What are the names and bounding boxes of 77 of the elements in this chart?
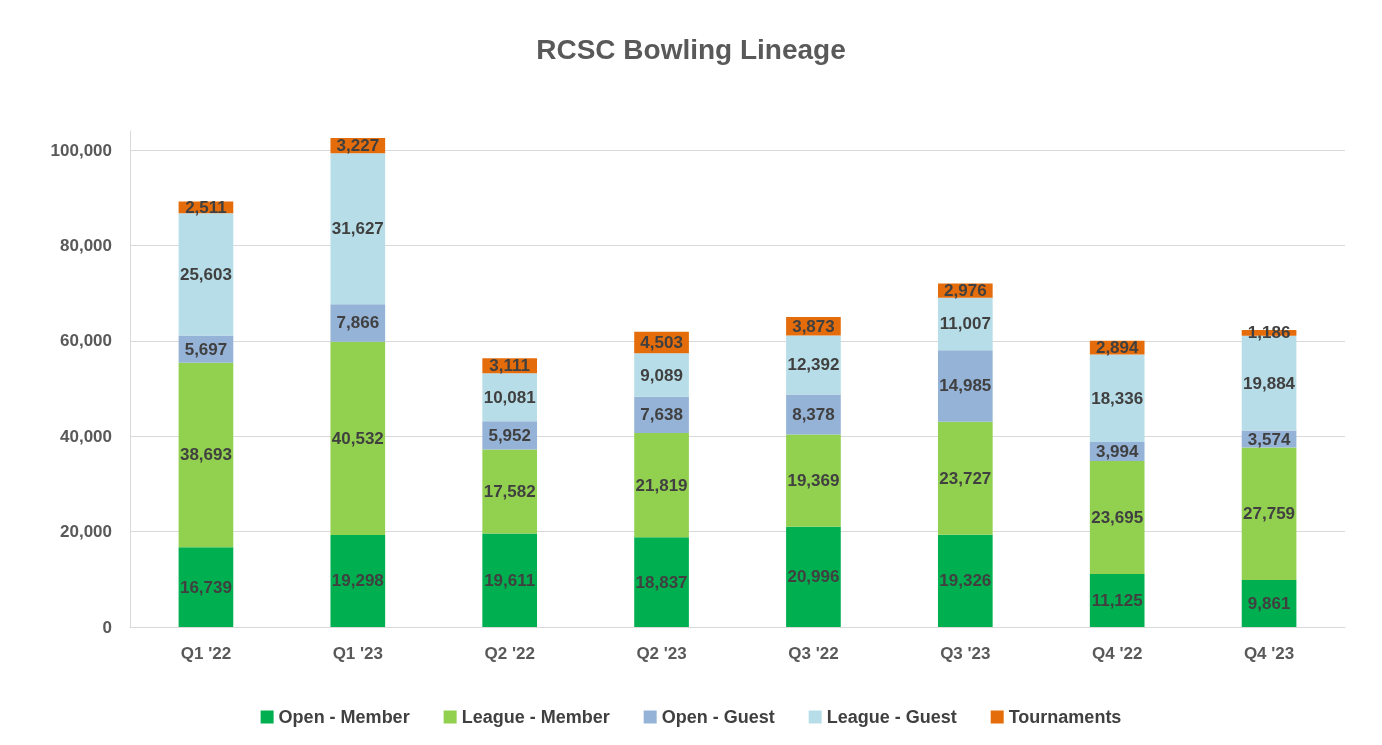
x-tick-label: Q1 '23 (332, 644, 383, 663)
bar (1089, 354, 1145, 442)
bar (937, 350, 993, 422)
data-label: 19,298 (331, 571, 384, 591)
bar (786, 434, 841, 527)
data-label: 38,693 (179, 445, 232, 465)
bar (482, 533, 538, 627)
data-label: 9,861 (1247, 593, 1291, 613)
data-label: 16,739 (179, 577, 232, 597)
bar (178, 547, 234, 627)
data-label: 3,574 (1247, 429, 1291, 449)
data-label: 2,976 (944, 281, 987, 301)
legend-label: Open - Guest (661, 707, 775, 727)
data-label: 5,697 (184, 339, 228, 359)
bar (786, 526, 841, 627)
data-label: 8,378 (792, 405, 835, 425)
y-tick-label: 60,000 (60, 331, 112, 351)
data-label: 17,582 (483, 482, 536, 502)
bar (786, 335, 841, 395)
data-label: 23,727 (939, 468, 992, 488)
y-tick-label: 100,000 (50, 140, 112, 160)
legend-label: League - Guest (826, 707, 957, 727)
bar (634, 537, 689, 627)
y-tick-label: 80,000 (60, 235, 112, 255)
data-label: 3,994 (1095, 441, 1139, 461)
x-tick-label: Q3 '22 (788, 644, 839, 663)
bar (1089, 460, 1145, 574)
bar (330, 341, 386, 535)
data-label: 19,884 (1243, 373, 1296, 393)
data-label: 3,227 (336, 136, 380, 156)
bar (482, 449, 538, 534)
data-label: 7,638 (640, 405, 683, 425)
chart-title: RCSC Bowling Lineage (536, 33, 846, 65)
data-label: 7,866 (336, 313, 380, 333)
data-label: 10,081 (483, 387, 536, 407)
data-label: 23,695 (1091, 507, 1144, 527)
legend-label: Open - Member (278, 707, 410, 727)
bar (1241, 447, 1297, 580)
y-tick-label: 20,000 (60, 522, 112, 542)
data-label: 19,326 (939, 571, 992, 591)
x-tick-label: Q2 '23 (636, 644, 687, 663)
x-tick-label: Q1 '22 (180, 644, 232, 663)
data-label: 9,089 (640, 365, 683, 385)
data-label: 19,611 (484, 570, 536, 590)
data-label: 2,894 (1095, 338, 1139, 358)
bar (937, 421, 993, 535)
bar (330, 153, 386, 305)
data-label: 3,111 (489, 356, 531, 376)
data-label: 11,007 (939, 314, 991, 334)
bar (330, 534, 386, 627)
bar (937, 534, 993, 627)
legend-label: League - Member (461, 707, 610, 727)
data-label: 31,627 (331, 219, 384, 239)
data-label: 4,503 (640, 333, 683, 353)
data-label: 11,125 (1091, 590, 1143, 610)
data-label: 12,392 (787, 355, 840, 375)
x-tick-label: Q4 '23 (1243, 644, 1295, 663)
data-label: 21,819 (635, 475, 688, 495)
y-tick-label: 0 (102, 617, 112, 637)
data-label: 27,759 (1243, 504, 1296, 524)
data-label: 18,336 (1091, 388, 1144, 408)
bar (178, 362, 234, 548)
y-tick-label: 40,000 (60, 426, 112, 446)
legend-label: Tournaments (1008, 707, 1122, 727)
data-label: 14,985 (939, 376, 992, 396)
x-tick-label: Q2 '22 (484, 644, 535, 663)
data-label: 18,837 (635, 572, 688, 592)
bar (634, 433, 689, 538)
data-label: 20,996 (787, 567, 840, 587)
data-label: 40,532 (331, 428, 384, 448)
x-tick-label: Q3 '23 (940, 644, 991, 663)
data-label: 2,511 (185, 197, 227, 217)
data-label: 19,369 (787, 471, 840, 491)
data-label: 3,873 (792, 316, 835, 336)
data-label: 5,952 (488, 425, 531, 445)
data-label: 25,603 (179, 264, 232, 284)
x-tick-label: Q4 '22 (1092, 644, 1143, 663)
